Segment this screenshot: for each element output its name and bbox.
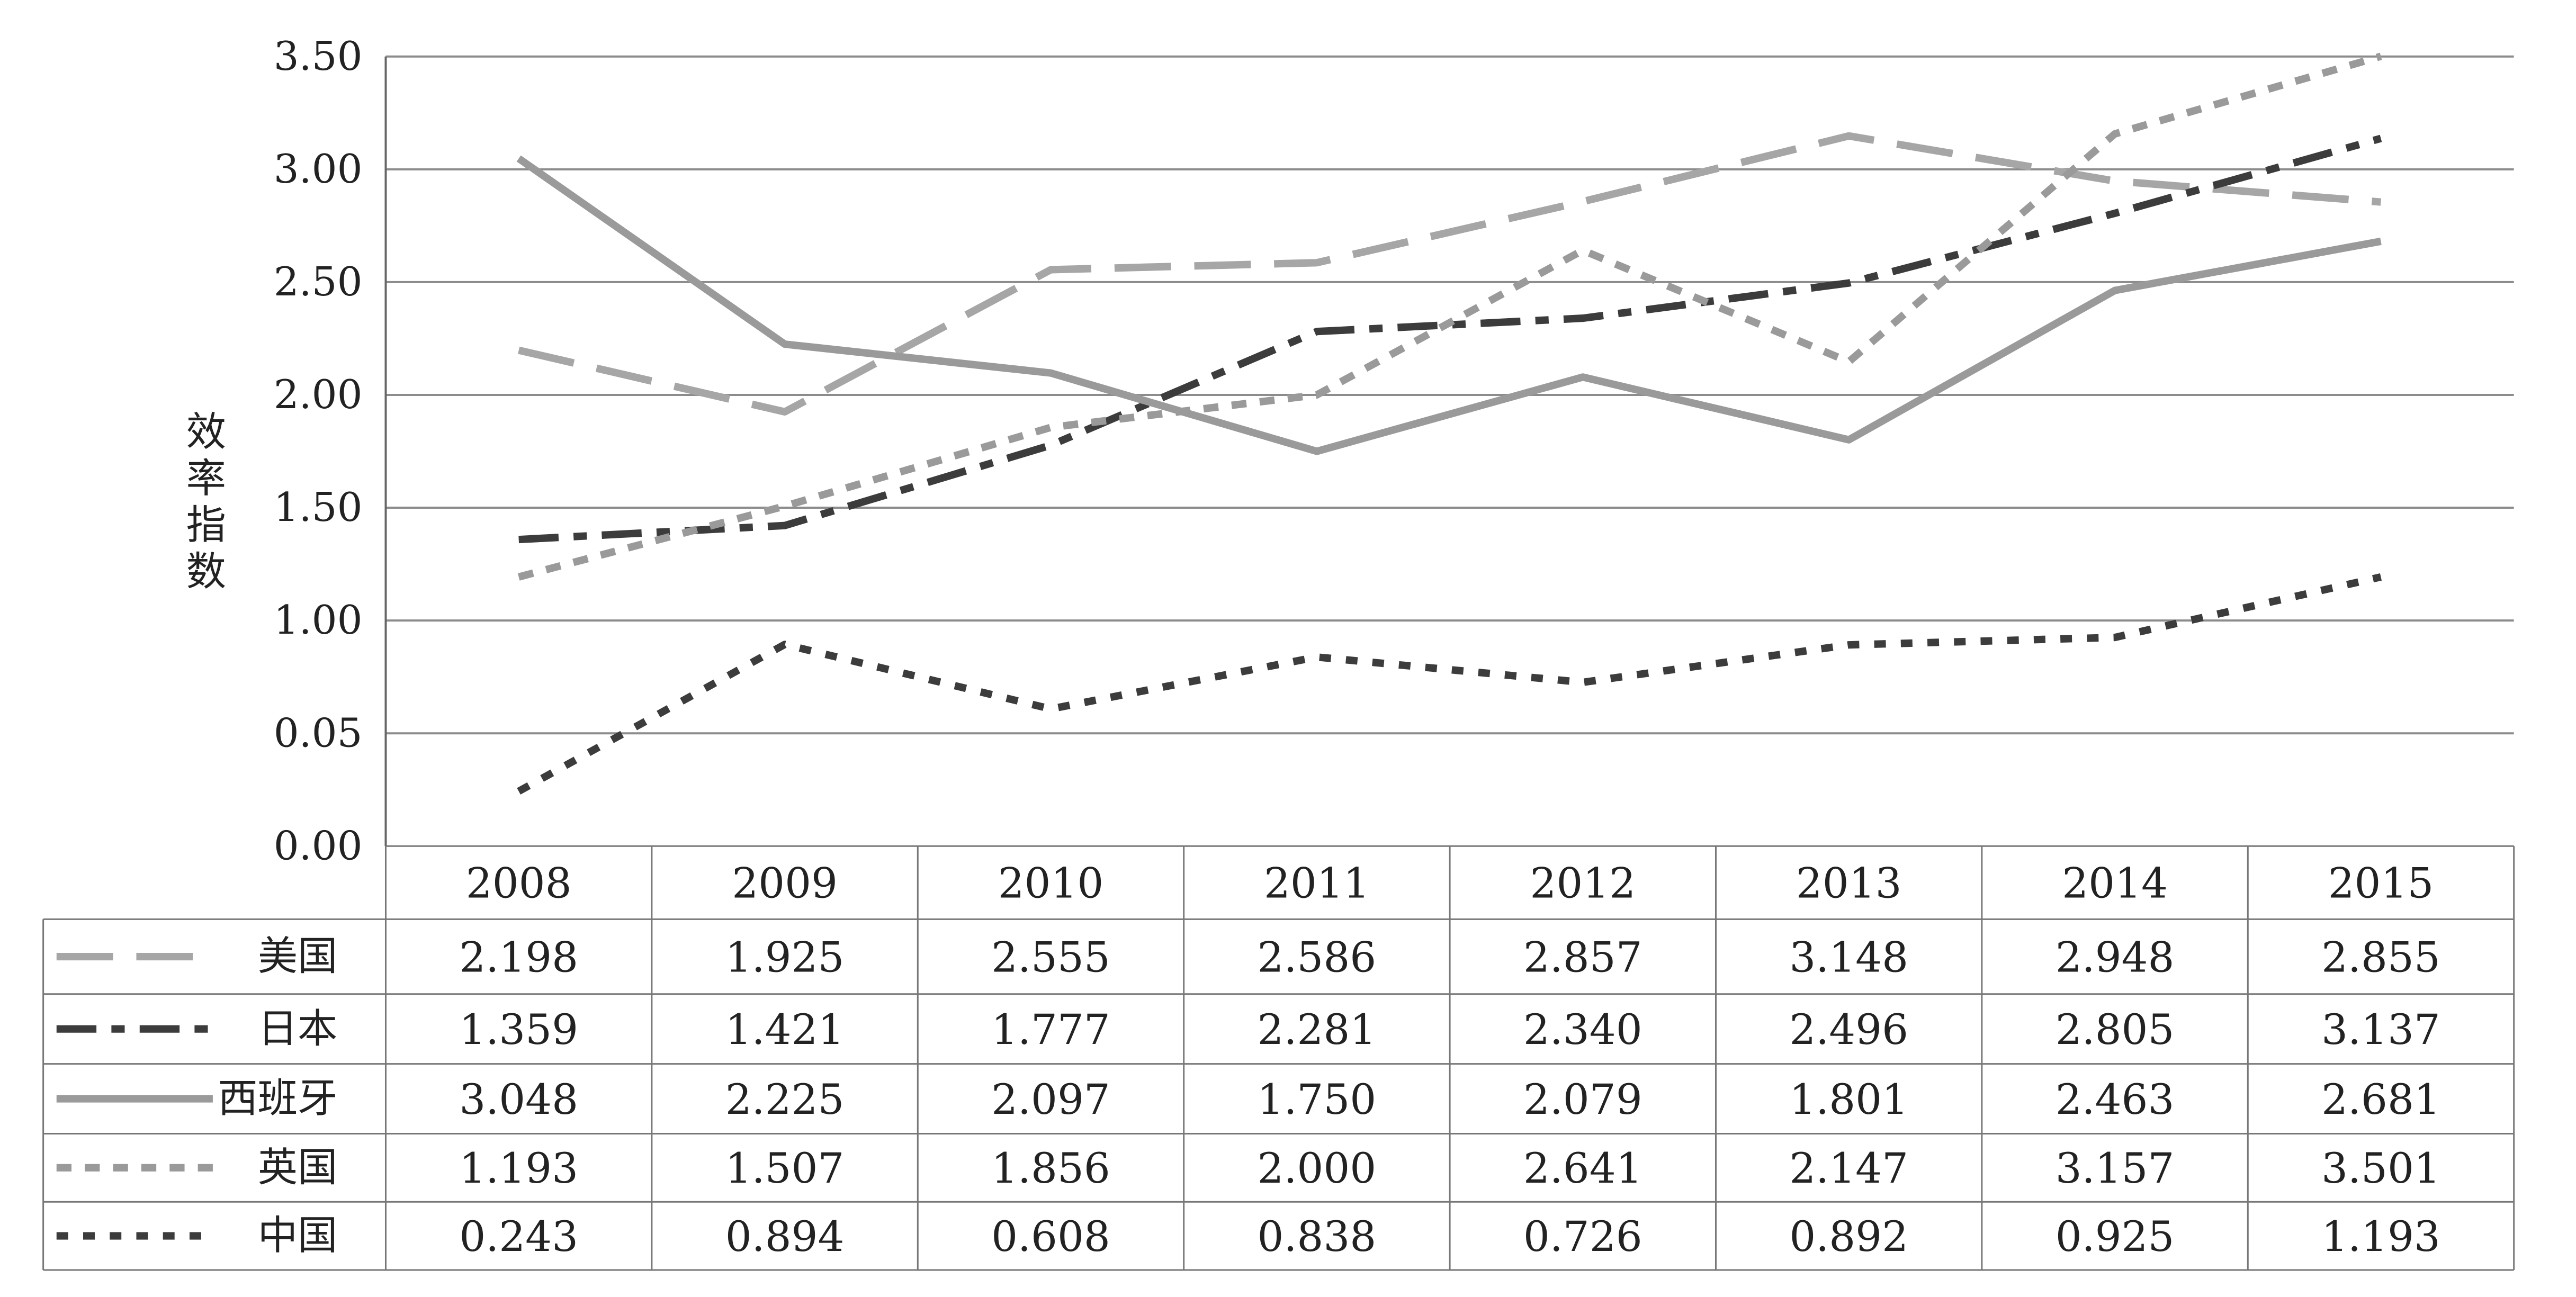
y-axis-label-char: 效 <box>186 409 226 455</box>
data-value-label: 2.079 <box>1523 1075 1642 1124</box>
data-value-label: 3.148 <box>1789 933 1908 981</box>
data-value-label: 2.805 <box>2056 1005 2175 1054</box>
y-tick-label: 2.00 <box>274 371 363 418</box>
data-value-label: 2.641 <box>1523 1144 1642 1193</box>
legend-label: 日本 <box>258 1005 338 1052</box>
data-value-label: 2.000 <box>1258 1144 1377 1193</box>
data-table <box>42 845 2515 1271</box>
y-tick-label: 0.05 <box>274 709 363 756</box>
series-line-2 <box>518 134 2382 544</box>
data-value-label: 3.157 <box>2056 1144 2175 1193</box>
y-axis-label-char: 率 <box>186 455 226 501</box>
data-value-label: 1.193 <box>2321 1212 2440 1261</box>
data-value-label: 2.555 <box>991 933 1110 981</box>
y-tick-label: 3.50 <box>274 33 363 79</box>
data-value-label: 0.892 <box>1789 1212 1908 1261</box>
series-line-1 <box>518 132 2382 416</box>
x-category-label: 2010 <box>998 859 1104 908</box>
series-line-3 <box>516 155 2382 455</box>
data-value-label: 1.421 <box>725 1005 845 1054</box>
x-category-label: 2011 <box>1264 859 1370 908</box>
y-tick-label: 1.00 <box>274 597 363 643</box>
data-value-label: 3.048 <box>459 1075 578 1124</box>
x-category-label: 2012 <box>1530 859 1636 908</box>
data-value-label: 2.857 <box>1523 933 1642 981</box>
data-value-label: 2.147 <box>1789 1144 1908 1193</box>
series-line-4 <box>517 52 2382 581</box>
data-value-label: 3.501 <box>2321 1144 2440 1193</box>
y-tick-label: 3.00 <box>274 146 363 192</box>
data-value-label: 2.681 <box>2321 1075 2440 1124</box>
x-category-label: 2008 <box>466 859 572 908</box>
data-value-label: 2.463 <box>2056 1075 2175 1124</box>
legend-label: 中国 <box>258 1212 338 1259</box>
data-value-label: 0.894 <box>725 1212 845 1261</box>
data-value-label: 0.838 <box>1258 1212 1377 1261</box>
data-value-label: 0.243 <box>459 1212 578 1261</box>
series-line-5 <box>517 573 2382 795</box>
x-category-label: 2013 <box>1796 859 1902 908</box>
data-value-label: 1.856 <box>991 1144 1110 1193</box>
y-axis-label-char: 数 <box>186 548 226 595</box>
data-value-label: 2.198 <box>459 933 578 981</box>
data-value-label: 0.726 <box>1523 1212 1642 1261</box>
legend-label: 西班牙 <box>218 1075 337 1122</box>
x-category-label: 2009 <box>732 859 838 908</box>
legend-label: 美国 <box>258 933 338 979</box>
data-value-label: 2.281 <box>1258 1005 1377 1054</box>
data-value-label: 2.586 <box>1258 933 1377 981</box>
x-category-label: 2015 <box>2328 859 2434 908</box>
y-axis-label-char: 指 <box>186 501 226 548</box>
data-value-label: 1.801 <box>1789 1075 1908 1124</box>
data-value-label: 1.193 <box>459 1144 578 1193</box>
y-tick-label: 0.00 <box>274 822 363 869</box>
legend-label: 英国 <box>258 1144 338 1191</box>
data-value-label: 2.097 <box>991 1075 1110 1124</box>
data-value-label: 2.948 <box>2056 933 2175 981</box>
data-value-label: 1.750 <box>1258 1075 1377 1124</box>
y-tick-label: 2.50 <box>274 258 363 305</box>
data-value-label: 0.925 <box>2056 1212 2175 1261</box>
data-value-label: 0.608 <box>991 1212 1110 1261</box>
data-value-label: 2.496 <box>1789 1005 1908 1054</box>
y-tick-label: 1.50 <box>274 484 363 530</box>
grid-lines <box>384 55 2514 846</box>
data-value-label: 2.340 <box>1523 1005 1642 1054</box>
plot-lines <box>516 52 2382 795</box>
data-value-label: 2.225 <box>725 1075 845 1124</box>
data-value-label: 1.925 <box>725 933 845 981</box>
x-category-label: 2014 <box>2062 859 2168 908</box>
data-value-label: 1.777 <box>991 1005 1110 1054</box>
data-value-label: 2.855 <box>2321 933 2440 981</box>
data-value-label: 1.359 <box>459 1005 578 1054</box>
data-value-label: 1.507 <box>725 1144 845 1193</box>
data-value-label: 3.137 <box>2321 1005 2440 1054</box>
